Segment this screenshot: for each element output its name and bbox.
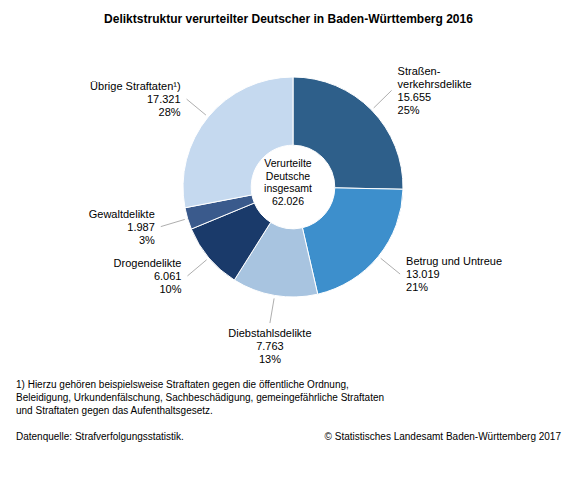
html-text:62.026: 62.026 [271,194,305,207]
html-text:Verurteilte: Verurteilte [264,157,312,169]
svg-text:Gewaltdelikte1.9873%: Gewaltdelikte1.9873% [89,208,155,246]
html-text:Deliktstruktur verurteilter De: Deliktstruktur verurteilter Deutscher in… [104,12,473,26]
svg-text:Diebstahlsdelikte7.76313%: Diebstahlsdelikte7.76313% [228,327,311,365]
svg-text:Drogendelikte6.06110%: Drogendelikte6.06110% [114,257,182,295]
html-text:Deutsche: Deutsche [265,169,311,182]
html-text:1) Hierzu gehören beispielswei: 1) Hierzu gehören beispielsweise Strafta… [16,379,384,416]
html-text:© Statistisches Landesamt Bade: © Statistisches Landesamt Baden-Württemb… [324,431,561,442]
html-text:Datenquelle: Strafverfolgungss: Datenquelle: Strafverfolgungsstatistik. [16,431,184,442]
svg-text:Straßen-verkehrsdelikte15.6552: Straßen-verkehrsdelikte15.65525% [398,65,472,116]
svg-text:Betrug und Untreue13.01921%: Betrug und Untreue13.01921% [406,255,502,293]
html-text:insgesamt: insgesamt [264,182,312,194]
svg-text:Übrige Straftaten¹)17.32128%: Übrige Straftaten¹)17.32128% [90,80,181,118]
